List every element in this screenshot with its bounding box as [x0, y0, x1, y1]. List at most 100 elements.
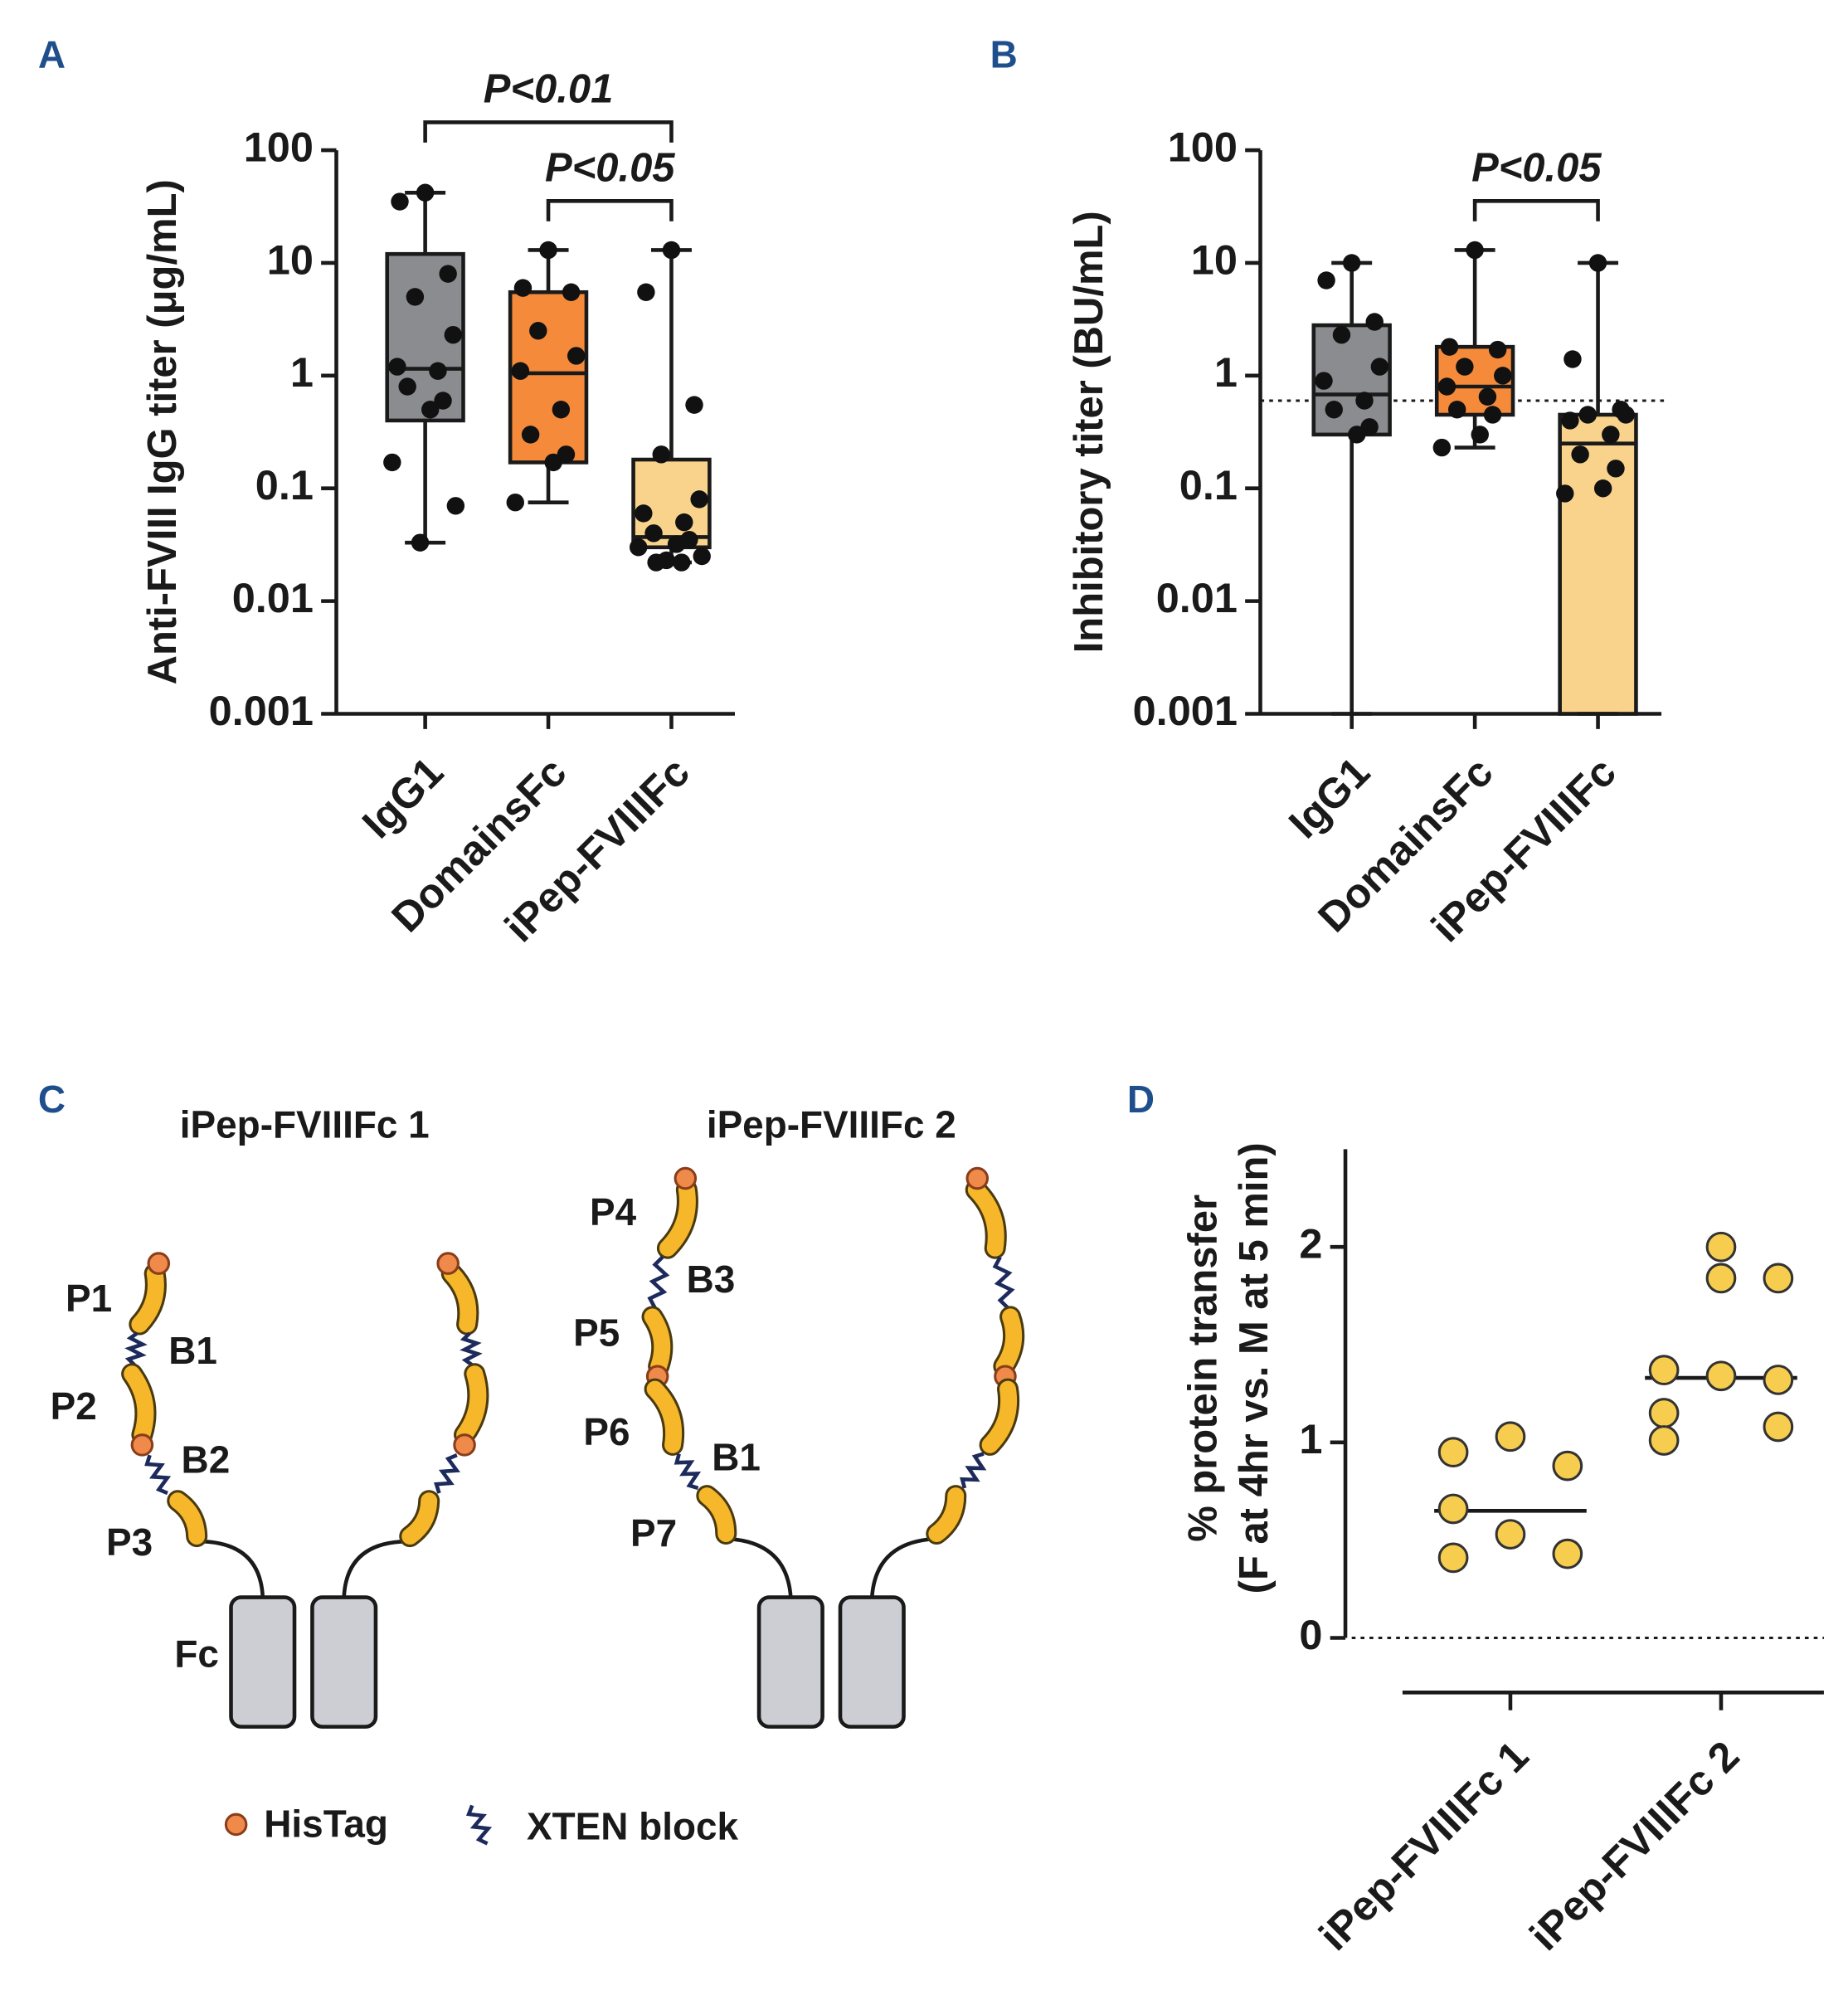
data-point	[652, 445, 670, 464]
data-point	[521, 426, 540, 444]
y-axis-label: Inhibitory titer (BU/mL)	[1067, 211, 1111, 653]
y-axis-label: (F at 4hr vs. M at 5 min)	[1232, 1142, 1277, 1594]
data-point	[1495, 1519, 1526, 1550]
peptide	[401, 1492, 438, 1545]
xten-block	[647, 1255, 670, 1309]
data-point	[1556, 484, 1574, 503]
data-point	[685, 396, 703, 414]
significance-label: P<0.05	[545, 145, 675, 190]
xten-block	[460, 1331, 483, 1367]
data-point	[637, 283, 655, 301]
data-point	[434, 392, 452, 410]
data-point	[552, 401, 571, 419]
histag	[436, 1252, 460, 1275]
data-point	[391, 192, 409, 211]
data-point	[667, 535, 686, 553]
legend-label: XTEN block	[527, 1805, 738, 1848]
data-point	[693, 547, 711, 566]
linker	[869, 1536, 935, 1598]
histag	[147, 1252, 171, 1275]
data-point	[1332, 325, 1351, 344]
data-point	[1561, 411, 1579, 430]
data-point	[557, 445, 576, 464]
data-point	[1705, 1263, 1737, 1294]
diagram-label: P1	[66, 1277, 112, 1320]
data-point	[1552, 1450, 1583, 1482]
y-tick-label: 2	[1299, 1220, 1322, 1268]
data-point	[511, 362, 530, 380]
peptide	[928, 1487, 965, 1542]
diagram-label: Fc	[174, 1632, 219, 1676]
fc-domain	[756, 1595, 824, 1729]
significance-label: P<0.01	[484, 67, 614, 112]
y-tick-label: 0.001	[1133, 687, 1238, 734]
diagram-label: P5	[573, 1311, 620, 1354]
diagram-label: P3	[106, 1521, 153, 1564]
construct-diagram: iPep-FVIIIFc 1 iPep-FVIIIFc 2 P1 B1 P2 B2 P3 Fc…	[51, 1102, 1025, 1848]
histag	[224, 1813, 248, 1837]
data-point	[629, 538, 648, 557]
data-point	[1763, 1263, 1794, 1294]
data-point	[388, 358, 406, 376]
diagram-label: B1	[168, 1329, 217, 1372]
data-point	[1440, 338, 1459, 356]
data-point	[1552, 1538, 1583, 1569]
data-point	[644, 524, 663, 543]
data-point	[1370, 358, 1389, 376]
y-tick-label: 0.01	[232, 574, 314, 621]
x-tick-label: iPep-FVIIIFc 2	[1520, 1732, 1748, 1959]
y-tick-label: 0	[1299, 1611, 1322, 1658]
panel-letter: B	[990, 32, 1018, 75]
data-point	[513, 279, 533, 297]
data-point	[1437, 1542, 1469, 1574]
diagram-label: P4	[590, 1190, 637, 1233]
x-tick-label: iPep-FVIIIFc 1	[1310, 1732, 1537, 1959]
data-point	[416, 183, 435, 202]
data-point	[444, 325, 462, 344]
diagram-label: P2	[51, 1384, 97, 1428]
y-axis-label: % protein transfer	[1181, 1195, 1226, 1542]
data-point	[1365, 313, 1384, 331]
fc-domain	[229, 1595, 297, 1729]
y-tick-label: 1	[1299, 1415, 1322, 1462]
histag	[674, 1166, 698, 1190]
data-point	[1495, 1421, 1526, 1452]
diagram-label: B1	[712, 1435, 761, 1478]
fc-domain	[838, 1595, 906, 1729]
peptide	[644, 1308, 671, 1375]
data-point	[673, 553, 691, 572]
linker	[728, 1536, 793, 1598]
peptide	[646, 1380, 683, 1453]
data-point	[1471, 426, 1489, 444]
data-point	[662, 241, 681, 260]
xten-block	[434, 1453, 460, 1494]
peptide	[659, 1181, 696, 1257]
data-point	[506, 493, 524, 512]
construct-title: iPep-FVIIIFc 1	[180, 1102, 430, 1146]
data-point	[1483, 406, 1502, 424]
data-point	[1447, 401, 1466, 419]
data-point	[439, 265, 457, 283]
data-point	[429, 362, 447, 380]
xten-block	[992, 1256, 1015, 1310]
data-point	[635, 504, 653, 523]
diagram-label: B2	[182, 1438, 231, 1481]
data-point	[1578, 406, 1598, 424]
linker	[200, 1539, 265, 1598]
data-point	[1588, 254, 1607, 272]
diagram-label: P6	[583, 1410, 630, 1453]
y-tick-label: 0.01	[1156, 574, 1238, 621]
peptide	[967, 1181, 1004, 1257]
peptide	[981, 1380, 1017, 1453]
box	[1558, 412, 1638, 716]
data-point	[1437, 1493, 1469, 1525]
linker	[342, 1539, 406, 1598]
data-point	[562, 283, 581, 301]
data-point	[1456, 358, 1474, 376]
peptide	[995, 1308, 1023, 1375]
data-point	[1437, 377, 1457, 396]
y-tick-label: 1	[290, 348, 314, 396]
data-point	[1648, 1355, 1680, 1386]
xten-block	[960, 1452, 987, 1489]
peptide	[698, 1487, 735, 1542]
